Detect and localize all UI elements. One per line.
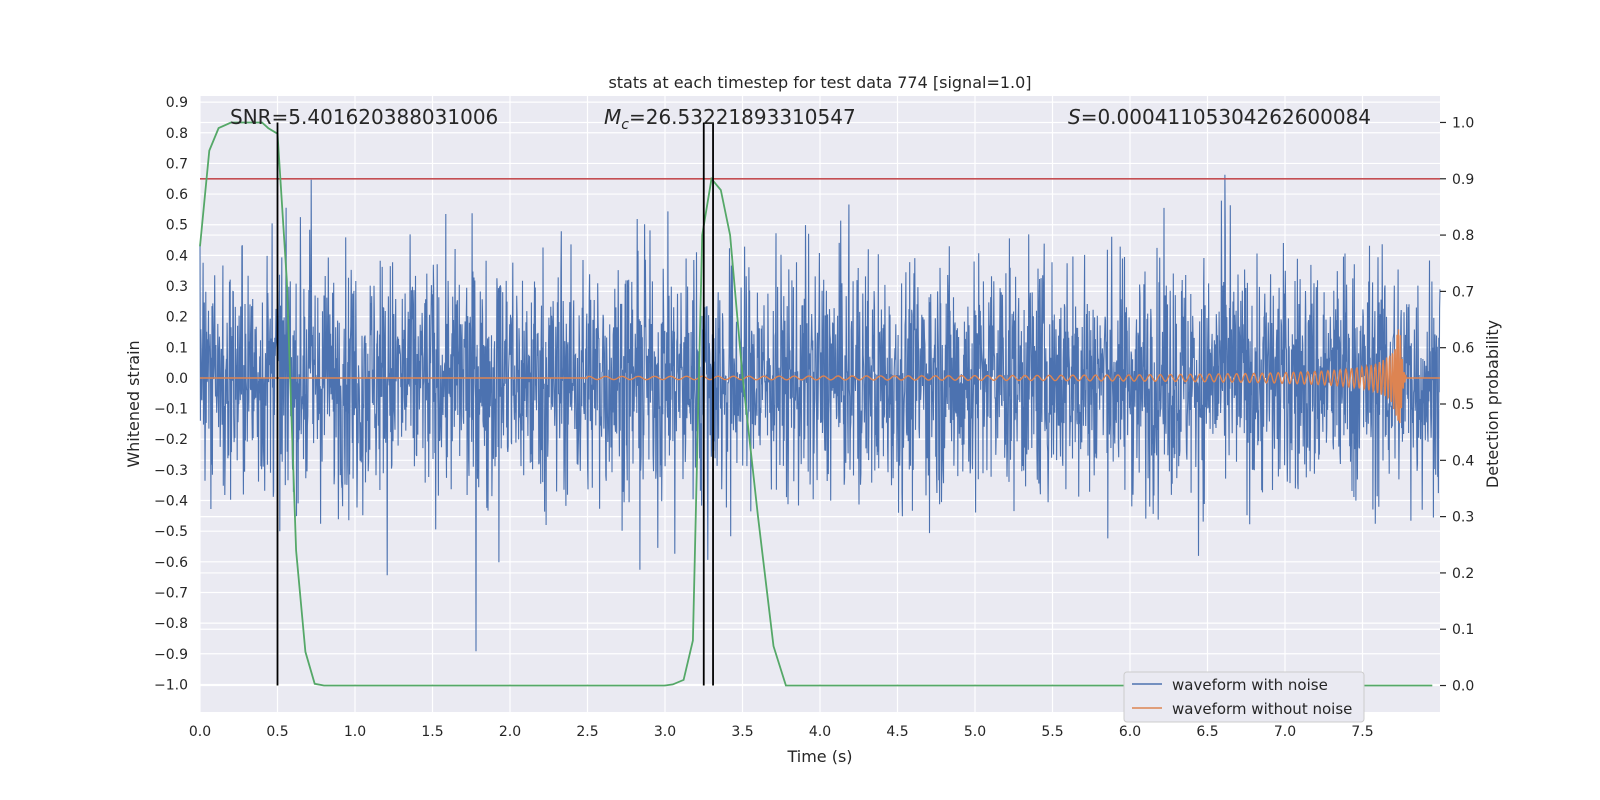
- x-tick-label: 7.0: [1274, 724, 1296, 740]
- x-tick-label: 4.0: [809, 724, 831, 740]
- y-axis-label-left: Whitened strain: [124, 340, 143, 467]
- y-tick-label-left: 0.6: [166, 187, 188, 203]
- y-tick-label-left: 0.9: [166, 95, 188, 111]
- y-tick-label-left: −0.9: [154, 647, 188, 663]
- legend-label-noisy: waveform with noise: [1172, 676, 1328, 694]
- y-tick-label-left: −0.7: [154, 585, 188, 601]
- y-tick-label-right: 1.0: [1452, 115, 1474, 131]
- series-waveform-with-noise: [199, 174, 1441, 652]
- chirp-mass-value: =26.53221893310547: [629, 105, 856, 129]
- y-tick-label-left: 0.7: [166, 156, 188, 172]
- y-axis-label-right: Detection probability: [1483, 320, 1502, 488]
- y-tick-label-left: 0.8: [166, 126, 188, 142]
- y-tick-label-left: 0.3: [166, 279, 188, 295]
- x-tick-label: 2.5: [576, 724, 598, 740]
- x-tick-label: 1.0: [344, 724, 366, 740]
- x-tick-label: 3.5: [731, 724, 753, 740]
- legend-label-clean: waveform without noise: [1172, 700, 1352, 718]
- s-symbol: S: [1068, 105, 1081, 129]
- x-tick-label: 6.5: [1196, 724, 1218, 740]
- y-tick-label-right: 0.4: [1452, 453, 1474, 469]
- y-tick-label-left: −0.2: [154, 432, 188, 448]
- x-tick-label: 5.5: [1041, 724, 1063, 740]
- y-tick-label-left: −0.8: [154, 616, 188, 632]
- y-tick-label-right: 0.9: [1452, 172, 1474, 188]
- series-detection-probability: [199, 121, 1440, 687]
- s-value: =0.00041105304262600084: [1081, 105, 1371, 129]
- y-tick-label-left: 0.0: [166, 371, 188, 387]
- snr-annotation: SNR=5.401620388031006: [230, 105, 498, 129]
- vertical-markers: [276, 122, 714, 686]
- clean-waveform-line: [200, 329, 1440, 424]
- y-tick-label-left: −0.6: [154, 555, 188, 571]
- y-tick-label-left: −0.1: [154, 402, 188, 418]
- x-tick-label: 6.0: [1119, 724, 1141, 740]
- series-waveform-without-noise: [200, 329, 1440, 424]
- y-tick-label-right: 0.2: [1452, 566, 1474, 582]
- chirp-mass-annotation: Mc=26.53221893310547: [604, 105, 856, 133]
- s-annotation: S=0.00041105304262600084: [1068, 105, 1371, 129]
- y-tick-label-right: 0.6: [1452, 341, 1474, 357]
- x-tick-label: 4.5: [886, 724, 908, 740]
- y-tick-label-left: 0.2: [166, 310, 188, 326]
- y-tick-label-left: 0.1: [166, 340, 188, 356]
- axis-ticks: 0.0 0.5 1.0 1.5 2.0 2.5 3.0 3.5 4.0 4.5 5.0 5.5 6.0 6…: [154, 95, 1474, 740]
- chirp-mass-symbol: M: [604, 105, 621, 129]
- y-tick-label-right: 0.3: [1452, 510, 1474, 526]
- y-tick-label-left: 0.5: [166, 218, 188, 234]
- x-tick-label: 2.0: [499, 724, 521, 740]
- legend-box: [1123, 671, 1365, 723]
- x-tick-label: 1.5: [421, 724, 443, 740]
- x-axis-label: Time (s): [786, 747, 852, 766]
- x-tick-label: 7.5: [1351, 724, 1373, 740]
- noisy-waveform-line: [199, 174, 1441, 652]
- x-tick-label: 3.0: [654, 724, 676, 740]
- y-tick-label-left: −0.5: [154, 524, 188, 540]
- y-tick-label-left: 0.4: [166, 248, 188, 264]
- x-tick-label: 0.0: [189, 724, 211, 740]
- y-tick-label-right: 0.1: [1452, 622, 1474, 638]
- legend: waveform with noise waveform without noi…: [1123, 671, 1365, 723]
- y-tick-label-left: −1.0: [154, 677, 188, 693]
- y-tick-label-right: 0.5: [1452, 397, 1474, 413]
- y-tick-label-right: 0.0: [1452, 679, 1474, 695]
- detection-probability-line: [199, 121, 1433, 687]
- chirp-mass-subscript: c: [621, 117, 629, 133]
- y-tick-label-right: 0.7: [1452, 284, 1474, 300]
- y-tick-label-right: 0.8: [1452, 228, 1474, 244]
- y-tick-label-left: −0.3: [154, 463, 188, 479]
- chart-title: stats at each timestep for test data 774…: [608, 73, 1031, 92]
- x-tick-label: 5.0: [964, 724, 986, 740]
- x-tick-label: 0.5: [266, 724, 288, 740]
- y-tick-label-left: −0.4: [154, 494, 188, 510]
